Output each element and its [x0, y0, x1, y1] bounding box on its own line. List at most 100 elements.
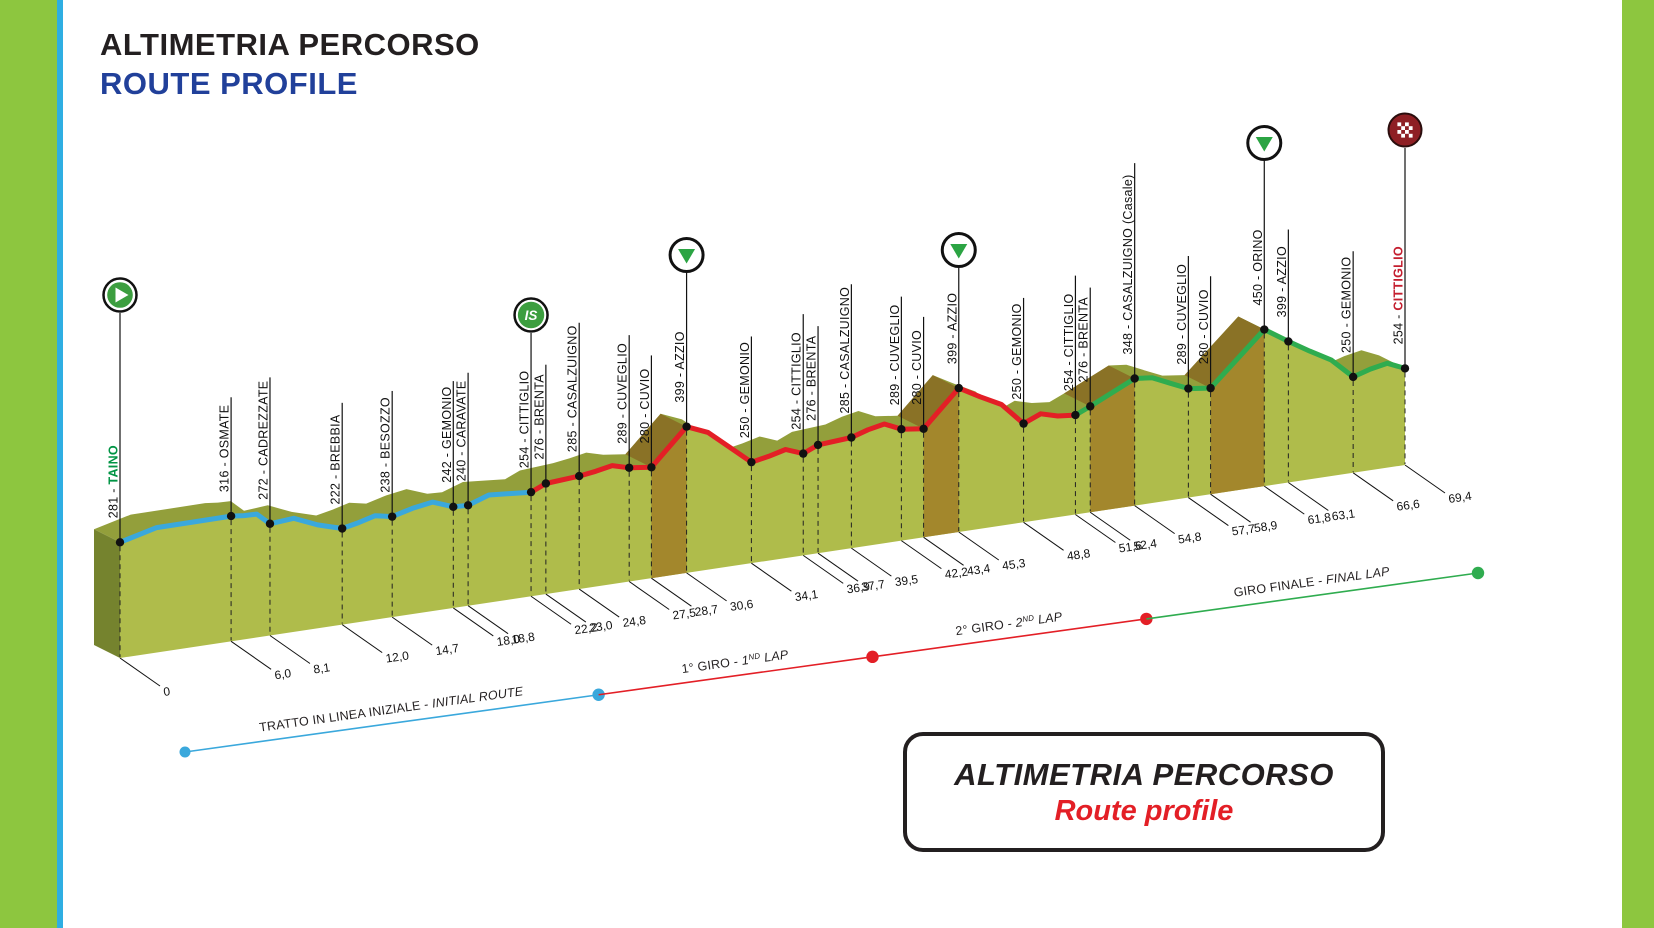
- distance-label: 14,7: [435, 641, 460, 658]
- distance-tick-line: [1188, 497, 1229, 526]
- distance-label-text: 0: [162, 684, 171, 699]
- route-point-dot: [449, 502, 458, 511]
- distance-label: 12,0: [385, 648, 410, 665]
- start-icon: [102, 277, 138, 313]
- page-header: ALTIMETRIA PERCORSO ROUTE PROFILE: [100, 26, 480, 104]
- lap-line-initial-route: [184, 693, 599, 753]
- lap-label-lap-1: 1° GIRO - 1ND LAP: [681, 647, 790, 676]
- distance-label-text: 57,7: [1231, 521, 1256, 538]
- route-point-dot: [337, 524, 347, 533]
- steep-climb-front-shade: [651, 426, 687, 579]
- distance-label-text: 22,2: [574, 620, 599, 637]
- lap-label-final-lap: GIRO FINALE - FINAL LAP: [1233, 564, 1391, 600]
- lap-label-text: GIRO FINALE - FINAL LAP: [1233, 564, 1391, 600]
- distance-tick-line: [628, 581, 670, 610]
- distance-label: 63,1: [1331, 506, 1356, 523]
- route-point-dot: [747, 457, 756, 467]
- point-label: 238 - BESOZZO: [379, 397, 393, 493]
- distance-tick-line: [651, 577, 692, 607]
- point-label: 240 - CARAVATE: [455, 381, 469, 482]
- route-point-dot: [1019, 419, 1028, 428]
- point-label-text: 285 - CASALZUIGNO: [566, 325, 580, 452]
- distance-label-text: 37,7: [861, 577, 886, 594]
- distance-label: 22,2: [574, 620, 599, 637]
- distance-tick-line: [1134, 505, 1175, 535]
- route-point-dot: [813, 440, 823, 450]
- distance-label: 8,1: [312, 660, 331, 676]
- distance-label-text: 69,4: [1447, 489, 1472, 506]
- point-label: 450 - ORINO: [1251, 229, 1265, 305]
- distance-tick-line: [686, 572, 727, 602]
- lap-line-start-dot: [179, 746, 191, 758]
- distance-label-text: 34,1: [794, 587, 819, 604]
- point-label-text: 250 - GEMONIO: [738, 342, 752, 438]
- steep-climb-top-shade: [1184, 316, 1265, 389]
- route-point-dot: [541, 479, 551, 488]
- distance-tick-line: [391, 616, 433, 646]
- route-point-dot: [526, 487, 536, 497]
- point-label-text: 276 - BRENTA: [1077, 297, 1091, 383]
- point-label-text: 242 - GEMONIO: [440, 386, 454, 482]
- point-label-text: 250 - GEMONIO: [1340, 257, 1354, 353]
- distance-label: 57,7: [1231, 521, 1256, 538]
- distance-tick-line: [545, 593, 587, 623]
- lap-line-lap-2: [872, 618, 1147, 658]
- distance-label: 51,6: [1118, 538, 1143, 555]
- footer-caption-box: ALTIMETRIA PERCORSO Route profile: [903, 732, 1385, 852]
- route-point-dot: [799, 449, 808, 458]
- distance-tick-line: [901, 540, 942, 570]
- terrain-left-side-face: [94, 529, 120, 658]
- left-cyan-stripe: [57, 0, 63, 928]
- distance-label-text: 43,4: [966, 561, 991, 578]
- distance-tick-line: [1089, 511, 1131, 541]
- point-label: 280 - CUVIO: [1197, 289, 1211, 364]
- distance-label-text: 6,0: [274, 666, 293, 682]
- route-point-dot: [1071, 410, 1080, 420]
- distance-tick-line: [1210, 493, 1251, 523]
- point-label-text: 272 - CADREZZATE: [256, 381, 270, 500]
- left-green-border: [0, 0, 57, 928]
- distance-label: 36,9: [846, 579, 871, 596]
- distance-label: 30,6: [729, 597, 754, 614]
- kom-icon: [940, 232, 977, 268]
- point-label-text: 254 - CITTIGLIO: [1392, 246, 1406, 344]
- distance-tick-line: [923, 536, 964, 566]
- distance-label: 6,0: [274, 666, 293, 682]
- steep-climb-top-shade: [897, 375, 959, 429]
- distance-tick-line: [230, 640, 272, 670]
- lap-label-text: 1° GIRO - 1ND LAP: [681, 647, 790, 676]
- distance-tick-line: [1075, 514, 1116, 543]
- point-label-text: 254 - CITTIGLIO: [518, 371, 532, 469]
- point-label-text: 240 - CARAVATE: [455, 381, 469, 482]
- distance-label: 34,1: [794, 587, 819, 604]
- distance-label-text: 18,8: [511, 630, 536, 647]
- point-label: 285 - CASALZUIGNO: [838, 287, 852, 414]
- point-label: 399 - AZZIO: [673, 331, 687, 402]
- point-label: 289 - CUVEGLIO: [616, 343, 630, 444]
- lap-label-text: 2° GIRO - 2ND LAP: [955, 610, 1064, 639]
- route-point-dot: [265, 519, 275, 528]
- point-label: 276 - BRENTA: [532, 374, 546, 460]
- point-label: 280 - CUVIO: [910, 330, 924, 405]
- route-point-dot: [682, 422, 691, 431]
- route-point-dot: [1086, 402, 1095, 411]
- steep-climb-front-shade: [1090, 378, 1135, 513]
- point-label-text: 254 - CITTIGLIO: [1062, 293, 1076, 391]
- route-point-dot: [574, 471, 584, 481]
- route-point-dot: [624, 463, 634, 472]
- distance-tick-line: [958, 531, 1000, 561]
- kom-icon: [1246, 125, 1283, 161]
- distance-tick-line: [851, 547, 892, 577]
- point-label: 289 - CUVEGLIO: [1175, 264, 1189, 365]
- point-label: 399 - AZZIO: [945, 293, 959, 364]
- distance-label-text: 42,2: [944, 564, 969, 581]
- distance-label-text: 52,4: [1133, 536, 1158, 553]
- distance-label-text: 36,9: [846, 579, 871, 596]
- point-label-text: 281 - TAINO: [107, 445, 121, 518]
- distance-label-text: 12,0: [385, 648, 410, 665]
- steep-climb-front-shade: [1210, 329, 1265, 495]
- distance-label-text: 30,6: [729, 597, 754, 614]
- lap-label-initial-route: TRATTO IN LINEA INIZIALE - INITIAL ROUTE: [258, 684, 524, 735]
- route-point-dot: [1348, 372, 1358, 382]
